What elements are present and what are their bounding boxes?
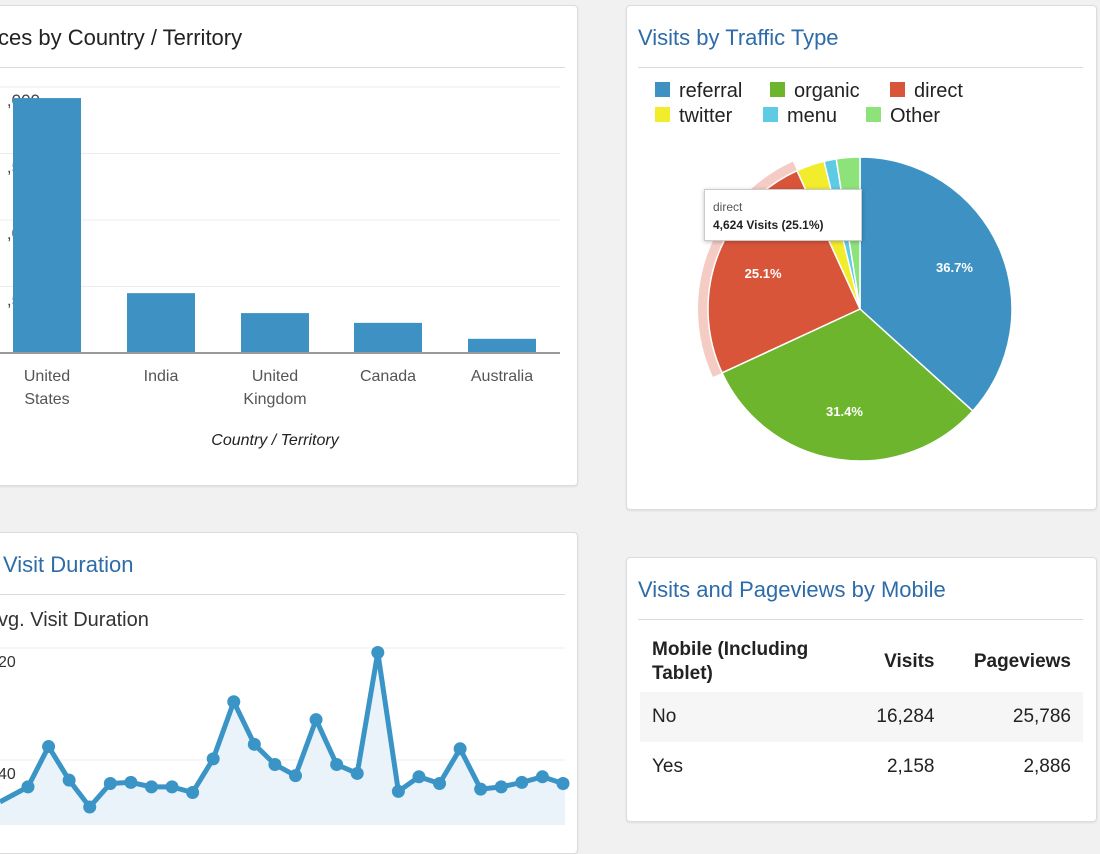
data-point xyxy=(42,740,56,754)
tooltip-label: direct xyxy=(713,200,743,214)
x-tick-label: India xyxy=(144,368,179,385)
country-card-title: ces by Country / Territory xyxy=(0,25,243,50)
data-point xyxy=(21,780,35,794)
traffic-card-title: Visits by Traffic Type xyxy=(638,25,839,50)
slice-label: 31.4% xyxy=(826,404,863,419)
legend-item-organic: organic xyxy=(794,80,860,102)
column-header[interactable]: Visits xyxy=(884,651,935,672)
data-point xyxy=(474,782,488,796)
bar-india xyxy=(127,293,195,353)
slice-label: 25.1% xyxy=(745,266,782,281)
mobile-table: Mobile (Including Tablet) Visits Pagevie… xyxy=(640,632,1083,792)
legend-swatch xyxy=(655,107,670,122)
x-tick-label: States xyxy=(24,391,69,408)
y-tick-label: 40 xyxy=(0,766,16,783)
table-row: Yes 2,158 2,886 xyxy=(640,742,1083,792)
duration-card-title: Visit Duration xyxy=(3,552,134,577)
country-bar-chart: ,500,000,500,000UnitedStatesIndiaUnitedK… xyxy=(0,86,560,449)
x-tick-label: Australia xyxy=(471,368,533,385)
divider xyxy=(0,67,565,68)
slice-label: 36.7% xyxy=(936,260,973,275)
data-point xyxy=(83,800,97,814)
bar-united-states xyxy=(13,98,81,353)
cell: Yes xyxy=(652,756,683,777)
table-row: No 16,284 25,786 xyxy=(640,692,1083,742)
data-point xyxy=(247,737,261,751)
data-point xyxy=(227,695,241,709)
legend-item-direct: direct xyxy=(914,80,963,102)
data-point xyxy=(103,777,117,791)
data-point xyxy=(412,770,426,784)
data-point xyxy=(433,777,447,791)
legend-swatch xyxy=(655,82,670,97)
data-point xyxy=(309,713,323,727)
divider xyxy=(638,67,1083,68)
data-point xyxy=(391,784,405,798)
column-header[interactable]: Mobile (Including Tablet) xyxy=(652,639,809,684)
data-point xyxy=(62,773,76,787)
tooltip-value: 4,624 Visits (25.1%) xyxy=(713,218,824,232)
country-card xyxy=(0,5,578,486)
legend-swatch xyxy=(770,82,785,97)
legend-swatch xyxy=(866,107,881,122)
x-tick-label: United xyxy=(252,368,298,385)
pie-tooltip: direct 4,624 Visits (25.1%) xyxy=(704,189,862,241)
divider xyxy=(638,619,1083,620)
x-tick-label: United xyxy=(24,368,70,385)
series-label: vg. Visit Duration xyxy=(0,609,149,631)
table-header: Mobile (Including Tablet) Visits Pagevie… xyxy=(640,632,1083,692)
data-point xyxy=(515,775,529,789)
data-point xyxy=(268,757,282,771)
data-point xyxy=(206,752,220,766)
duration-line-chart: 40 20 xyxy=(0,645,570,825)
legend-swatch xyxy=(763,107,778,122)
data-point xyxy=(494,780,508,794)
column-header[interactable]: Pageviews xyxy=(973,651,1071,672)
data-point xyxy=(556,777,570,791)
data-point xyxy=(186,785,200,799)
legend-swatch xyxy=(890,82,905,97)
data-point xyxy=(350,766,364,780)
legend-item-menu: menu xyxy=(787,105,837,127)
divider xyxy=(0,594,565,595)
x-tick-label: Canada xyxy=(360,368,416,385)
cell: 2,158 xyxy=(886,756,935,777)
data-point xyxy=(124,775,138,789)
legend-item-twitter: twitter xyxy=(679,105,733,127)
data-point xyxy=(453,742,467,756)
data-point xyxy=(330,757,344,771)
pie-slice-organic xyxy=(721,308,974,462)
cell: 16,284 xyxy=(854,692,947,742)
y-tick-label: 20 xyxy=(0,654,16,671)
cell: 2,886 xyxy=(1023,756,1071,777)
mobile-card xyxy=(626,557,1097,822)
pie-slice-referral xyxy=(859,156,1013,413)
mobile-card-title: Visits and Pageviews by Mobile xyxy=(638,577,946,602)
bar-australia xyxy=(468,338,536,353)
cell: No xyxy=(640,692,854,742)
bar-canada xyxy=(354,322,422,353)
legend-item-other: Other xyxy=(890,105,940,127)
data-point xyxy=(371,645,385,659)
x-tick-label: Kingdom xyxy=(243,391,306,408)
bar-united-kingdom xyxy=(241,313,309,353)
area-fill xyxy=(0,652,565,825)
data-point xyxy=(535,770,549,784)
data-point xyxy=(144,780,158,794)
data-point xyxy=(289,769,302,783)
legend-item-referral: referral xyxy=(679,80,742,102)
cell: 25,786 xyxy=(946,692,1083,742)
data-point xyxy=(165,780,179,794)
x-axis-title: Country / Territory xyxy=(211,432,339,449)
